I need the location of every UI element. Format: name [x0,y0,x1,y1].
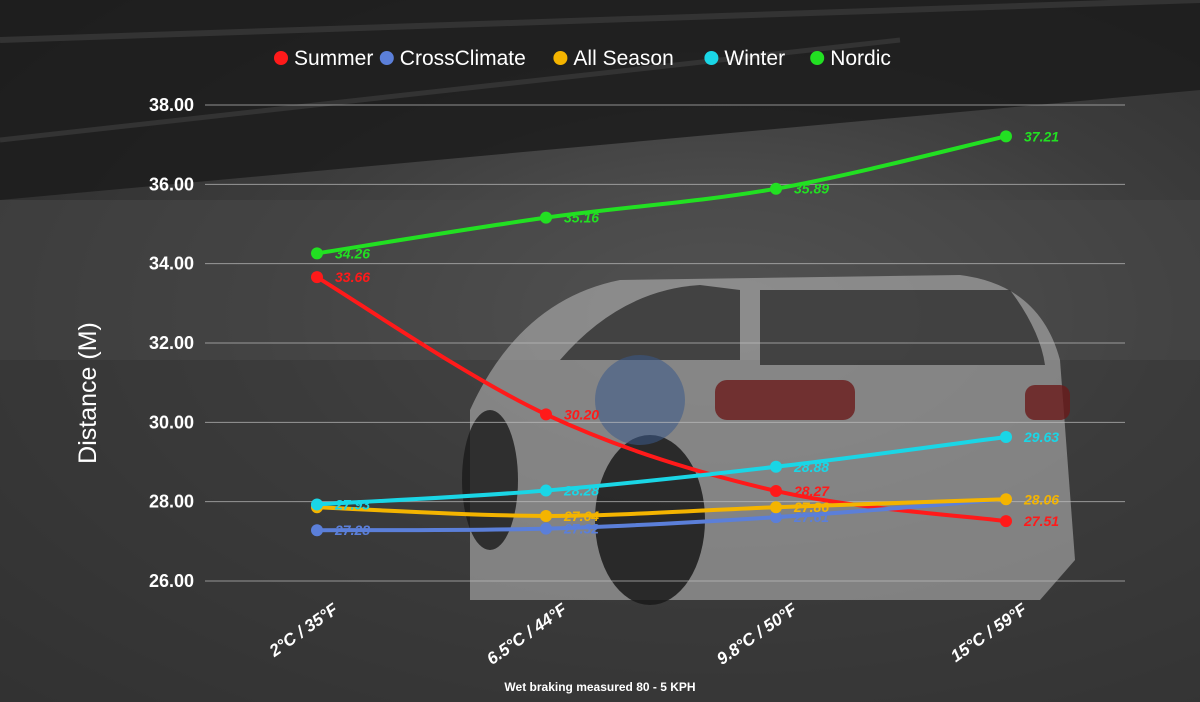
data-label: 27.86 [793,499,829,515]
data-label: 29.63 [1023,429,1059,445]
x-axis-ticks: 2°C / 35°F 6.5°C / 44°F 9.8°C / 50°F 15°C /… [265,599,1031,668]
legend-marker [704,51,719,65]
x-tick-label: 9.8°C / 50°F [713,599,801,668]
y-tick-label: 32.00 [149,333,194,353]
data-label: 34.26 [335,245,370,261]
data-label: 35.89 [794,181,829,197]
legend-label: CrossClimate [400,47,526,70]
data-point [311,271,323,284]
y-tick-label: 36.00 [149,174,194,194]
data-label: 30.20 [564,406,599,422]
series-lines [311,130,1012,537]
y-tick-label: 30.00 [149,412,194,432]
data-point [770,460,782,473]
data-label: 27.93 [334,496,370,512]
data-point [540,484,552,497]
data-label: 28.27 [793,483,830,499]
data-label: 27.51 [1023,513,1059,529]
legend-label: Summer [294,47,373,70]
data-point [1000,431,1012,444]
data-label: 27.32 [563,521,599,537]
legend-label: Winter [724,47,785,70]
series-line-nordic [316,134,1007,256]
data-label: 28.06 [1023,491,1059,507]
data-point [540,408,552,421]
data-point [311,524,323,537]
y-tick-label: 28.00 [149,492,194,512]
data-point [770,511,782,524]
data-label: 35.16 [564,210,599,226]
data-label: 37.21 [1024,128,1059,144]
legend-label: All Season [573,47,673,70]
data-point [311,498,323,511]
y-tick-label: 34.00 [149,254,194,274]
x-tick-label: 6.5°C / 44°F [483,599,571,668]
data-labels: 33.66 30.20 28.27 27.51 27.28 27.32 27.61 27.64… [334,128,1059,538]
legend: Summer CrossClimate All Season Winter Nordic [274,47,891,70]
data-point [1000,130,1012,143]
legend-marker [553,51,568,65]
series-line-winter [316,435,1007,507]
data-point [540,509,552,522]
data-point [540,211,552,224]
legend-marker [379,51,394,65]
legend-marker [810,51,825,65]
data-label: 27.64 [563,508,599,524]
data-label: 27.61 [793,509,829,525]
data-point [770,484,782,497]
data-label: 28.28 [563,483,599,499]
data-point [770,501,782,514]
data-point [540,522,552,535]
chart-note: Wet braking measured 80 - 5 KPH [504,680,695,694]
y-tick-label: 26.00 [149,571,194,591]
y-axis-label: Distance (M) [74,322,102,464]
series-line-all-season [316,497,1007,518]
legend-label: Nordic [830,47,891,70]
y-axis-ticks: 26.00 28.00 30.00 32.00 34.00 36.00 38.00 [149,95,194,591]
y-tick-label: 38.00 [149,95,194,115]
data-label: 28.88 [793,459,829,475]
series-line-summer [315,275,1007,524]
legend-marker [274,51,288,65]
data-label: 27.28 [334,522,370,538]
data-point [1000,515,1012,528]
data-label: 33.66 [335,269,370,285]
data-point [1000,493,1012,506]
x-tick-label: 2°C / 35°F [265,599,342,661]
series-line-crossclimate [316,497,1007,533]
data-point [311,247,323,260]
data-point [770,182,782,195]
x-tick-label: 15°C / 59°F [947,599,1031,666]
